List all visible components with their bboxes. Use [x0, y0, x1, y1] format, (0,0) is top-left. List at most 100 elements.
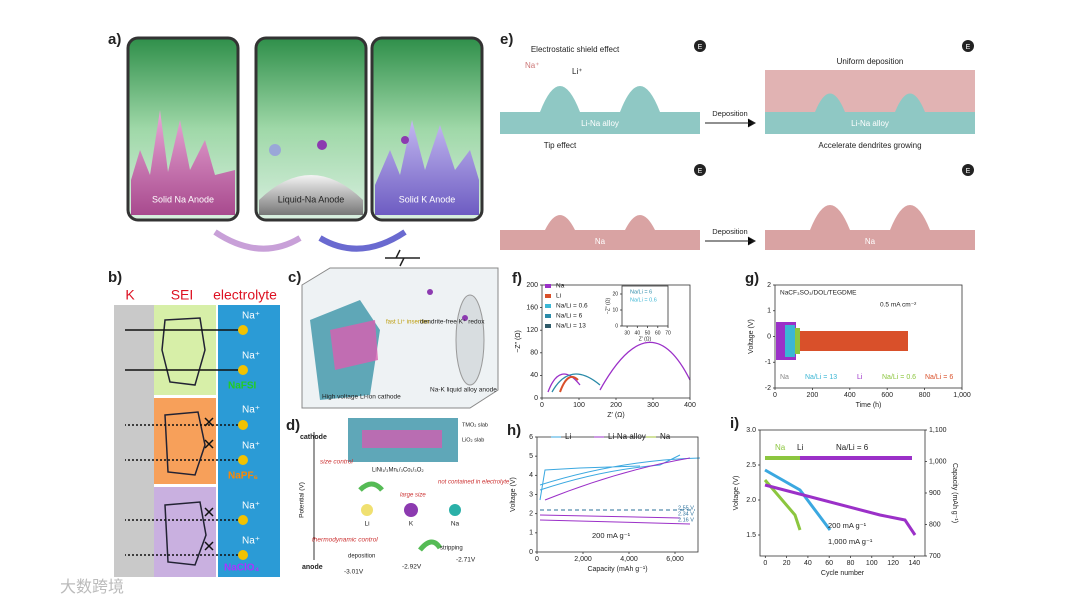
x-tick-label: 60 — [655, 330, 661, 336]
annotation: 2.34 V — [678, 511, 694, 517]
header: K — [125, 287, 135, 303]
legend-label: Na/Li = 6 — [630, 289, 652, 295]
y-tick-label: 5 — [529, 453, 533, 460]
text: Tip effect — [544, 141, 577, 150]
series-label: Na/Li = 6 — [836, 443, 869, 452]
panel-d: d) TMO₂ slab LiO₂ slab LiNi₁/₃Mn₁/₃Co₁/₃… — [286, 417, 510, 576]
potential: -3.01V — [344, 569, 364, 576]
y-tick-label: 80 — [530, 350, 538, 357]
salt: NaPF₆ — [228, 471, 258, 482]
y2-tick-label: 700 — [929, 553, 941, 560]
text: Li-Na alloy — [851, 119, 889, 128]
legend-label: Na/Li = 0.6 — [882, 374, 916, 381]
field: E — [698, 44, 703, 51]
ion: Na⁺ — [242, 405, 260, 416]
y-tick-label: 3.0 — [746, 427, 756, 434]
ion: Na⁺ — [242, 311, 260, 322]
y-tick-label: 10 — [612, 307, 618, 313]
x-tick-label: 300 — [647, 402, 659, 409]
battery — [370, 36, 484, 222]
x-tick-label: 140 — [909, 560, 921, 567]
x-tick-label: 120 — [887, 560, 899, 567]
y-tick-label: 2.5 — [746, 462, 756, 469]
text: Na — [865, 237, 876, 246]
slab: TMO₂ slab — [462, 422, 488, 428]
text: Electrostatic shield effect — [531, 45, 620, 54]
y-axis-title: −Z″ (Ω) — [605, 298, 611, 315]
trace — [795, 328, 800, 354]
potential: -2.92V — [402, 564, 422, 571]
ion: Na⁺ — [242, 536, 260, 547]
curve — [559, 376, 579, 393]
y-tick-label: 0 — [529, 549, 533, 556]
y-tick-label: -2 — [765, 385, 771, 392]
y-tick-label: 160 — [526, 304, 538, 311]
salt: NaFSI — [228, 381, 257, 392]
element: K — [409, 521, 414, 528]
text: Accelerate dendrites growing — [818, 141, 921, 150]
panel-b: b) K SEI electrolyte Na⁺ Na⁺ Na⁺ Na⁺ Na⁺… — [108, 269, 280, 577]
y-tick-label: 120 — [526, 327, 538, 334]
x-tick-label: 40 — [635, 330, 641, 336]
y-tick-label: 2 — [529, 511, 533, 518]
annotation: 200 mA g⁻¹ — [828, 521, 867, 530]
x-tick-label: 200 — [610, 402, 622, 409]
metal — [114, 305, 154, 577]
y-tick-label: 200 — [526, 282, 538, 289]
header: electrolyte — [213, 287, 277, 303]
element: Li — [364, 521, 369, 528]
axis-title: Potential (V) — [299, 482, 306, 518]
legend-label: Na/Li = 0.6 — [630, 297, 657, 303]
x-axis-title: Capacity (mAh g⁻¹) — [587, 566, 647, 573]
battery — [126, 36, 240, 222]
legend-swatch — [545, 294, 551, 298]
y-tick-label: 0 — [534, 395, 538, 402]
legend-swatch — [545, 304, 551, 308]
curve — [764, 468, 832, 531]
potential: -2.71V — [456, 557, 476, 564]
legend-label: Na/Li = 6 — [925, 374, 953, 381]
bolt — [385, 249, 420, 267]
text: Deposition — [712, 109, 747, 118]
y-axis-title: −Z″ (Ω) — [515, 330, 522, 353]
text: large size — [400, 493, 426, 499]
legend-swatch — [545, 314, 551, 318]
y-tick-label: 0 — [615, 323, 618, 329]
text: stripping — [440, 546, 463, 552]
x-tick-label: 600 — [881, 392, 893, 399]
curve — [547, 341, 691, 393]
trace — [785, 325, 795, 357]
text: Li-Na alloy — [581, 119, 619, 128]
electrolyte — [218, 305, 280, 577]
y2-tick-label: 900 — [929, 490, 941, 497]
arrow — [318, 229, 407, 252]
legend-label: Na/Li = 13 — [556, 323, 586, 330]
x-tick-label: 30 — [624, 330, 630, 336]
y2-axis-title: Capacity (mAh g⁻¹) — [951, 463, 958, 523]
x-tick-label: 100 — [573, 402, 585, 409]
y2-tick-label: 800 — [929, 521, 941, 528]
y-tick-label: 40 — [530, 372, 538, 379]
legend-label: Na/Li = 0.6 — [556, 303, 588, 310]
y-axis-title: Voltage (V) — [510, 477, 517, 512]
y-tick-label: 2 — [767, 282, 771, 289]
field: E — [966, 168, 971, 175]
watermark: 大数跨境 — [60, 577, 124, 596]
x-tick-label: 400 — [684, 402, 696, 409]
panel-label: b) — [108, 269, 122, 286]
ion: Na⁺ — [242, 351, 260, 362]
panel-label: g) — [745, 270, 759, 287]
curve — [539, 454, 701, 501]
y-tick-label: 2.0 — [746, 497, 756, 504]
text: cathode — [300, 434, 327, 441]
text: Deposition — [712, 227, 747, 236]
anode-label: Liquid-Na Anode — [278, 194, 345, 204]
panel-label: a) — [108, 31, 121, 48]
battery — [254, 36, 368, 222]
x-tick-label: 40 — [804, 560, 812, 567]
panel-label: c) — [288, 269, 301, 286]
x-axis-title: Cycle number — [821, 570, 865, 577]
annotation: 1,000 mA g⁻¹ — [828, 537, 873, 546]
annotation: 0.5 mA cm⁻² — [880, 302, 917, 309]
y-tick-label: -1 — [765, 359, 771, 366]
